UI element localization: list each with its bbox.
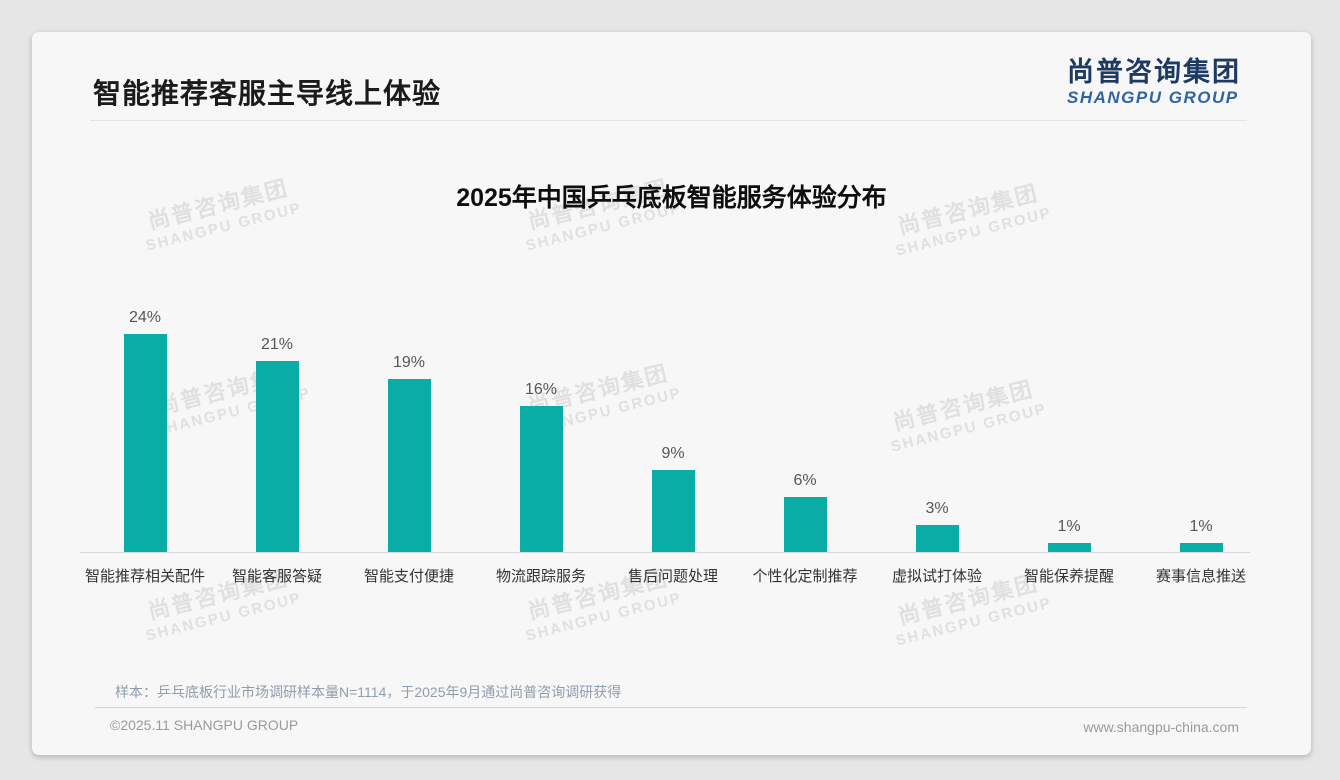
logo-chinese-text: 尚普咨询集团: [1067, 57, 1241, 87]
bar-group: 21%: [211, 302, 343, 552]
bar: [915, 524, 959, 552]
bar-group: 1%: [1003, 302, 1135, 552]
bar-group: 24%: [79, 302, 211, 552]
bar-value-label: 3%: [925, 499, 949, 517]
bar-value-label: 1%: [1057, 517, 1081, 535]
category-label: 个性化定制推荐: [752, 568, 858, 585]
x-axis-labels: 智能推荐相关配件 智能客服答疑 智能支付便捷 物流跟踪服务 售后问题处理 个性化定制推荐 虚…: [79, 565, 1267, 586]
bar: [387, 379, 431, 552]
category-label: 智能支付便捷: [363, 568, 454, 585]
title-divider: [90, 120, 1247, 121]
bar: [123, 333, 167, 552]
chart-title: 2025年中国乒乓底板智能服务体验分布: [456, 184, 887, 212]
category-label: 物流跟踪服务: [495, 568, 586, 585]
footer-copyright: ©2025.11 SHANGPU GROUP: [110, 717, 299, 733]
page-title: 智能推荐客服主导线上体验: [93, 78, 442, 109]
category-label: 虚拟试打体验: [891, 568, 982, 585]
bar-group: 16%: [475, 302, 607, 552]
bar: [1179, 542, 1223, 552]
category-label: 赛事信息推送: [1155, 568, 1246, 585]
bar-group: 19%: [343, 302, 475, 552]
bar-group: 3%: [871, 302, 1003, 552]
bar: [519, 406, 563, 552]
watermark-english-text: SHANGPU GROUP: [144, 589, 304, 645]
category-label: 售后问题处理: [627, 568, 718, 585]
bar-group: 1%: [1135, 302, 1267, 552]
bar-value-label: 24%: [128, 308, 162, 326]
bar-group: 6%: [739, 302, 871, 552]
watermark-english-text: SHANGPU GROUP: [524, 589, 684, 645]
bar-value-label: 1%: [1189, 517, 1213, 535]
bar: [1047, 542, 1091, 552]
slide-card: 智能推荐客服主导线上体验 尚普咨询集团 SHANGPU GROUP 尚普咨询集团…: [32, 32, 1311, 755]
category-label: 智能客服答疑: [231, 568, 322, 585]
footer-divider: [95, 707, 1247, 708]
bar-group: 9%: [607, 302, 739, 552]
bar-value-label: 6%: [793, 472, 817, 490]
bar: [783, 497, 827, 552]
bar: [255, 360, 299, 552]
company-logo: 尚普咨询集团 SHANGPU GROUP: [1067, 57, 1241, 107]
bar-value-label: 16%: [524, 381, 558, 399]
x-axis-line: [80, 552, 1250, 553]
category-label: 智能推荐相关配件: [84, 568, 205, 585]
watermark-english-text: SHANGPU GROUP: [894, 594, 1054, 650]
bar-chart: 24% 21% 19% 16% 9% 6% 3% 1% 1%: [79, 302, 1267, 552]
category-label: 智能保养提醒: [1023, 568, 1114, 585]
bar-value-label: 21%: [260, 335, 294, 353]
bar: [651, 470, 695, 552]
logo-english-text: SHANGPU GROUP: [1067, 87, 1239, 107]
bar-value-label: 9%: [661, 445, 685, 463]
footer-website: www.shangpu-china.com: [1083, 719, 1239, 735]
bar-value-label: 19%: [392, 354, 426, 372]
sample-note: 样本：乒乓底板行业市场调研样本量N=1114，于2025年9月通过尚普咨询调研获…: [115, 684, 622, 700]
